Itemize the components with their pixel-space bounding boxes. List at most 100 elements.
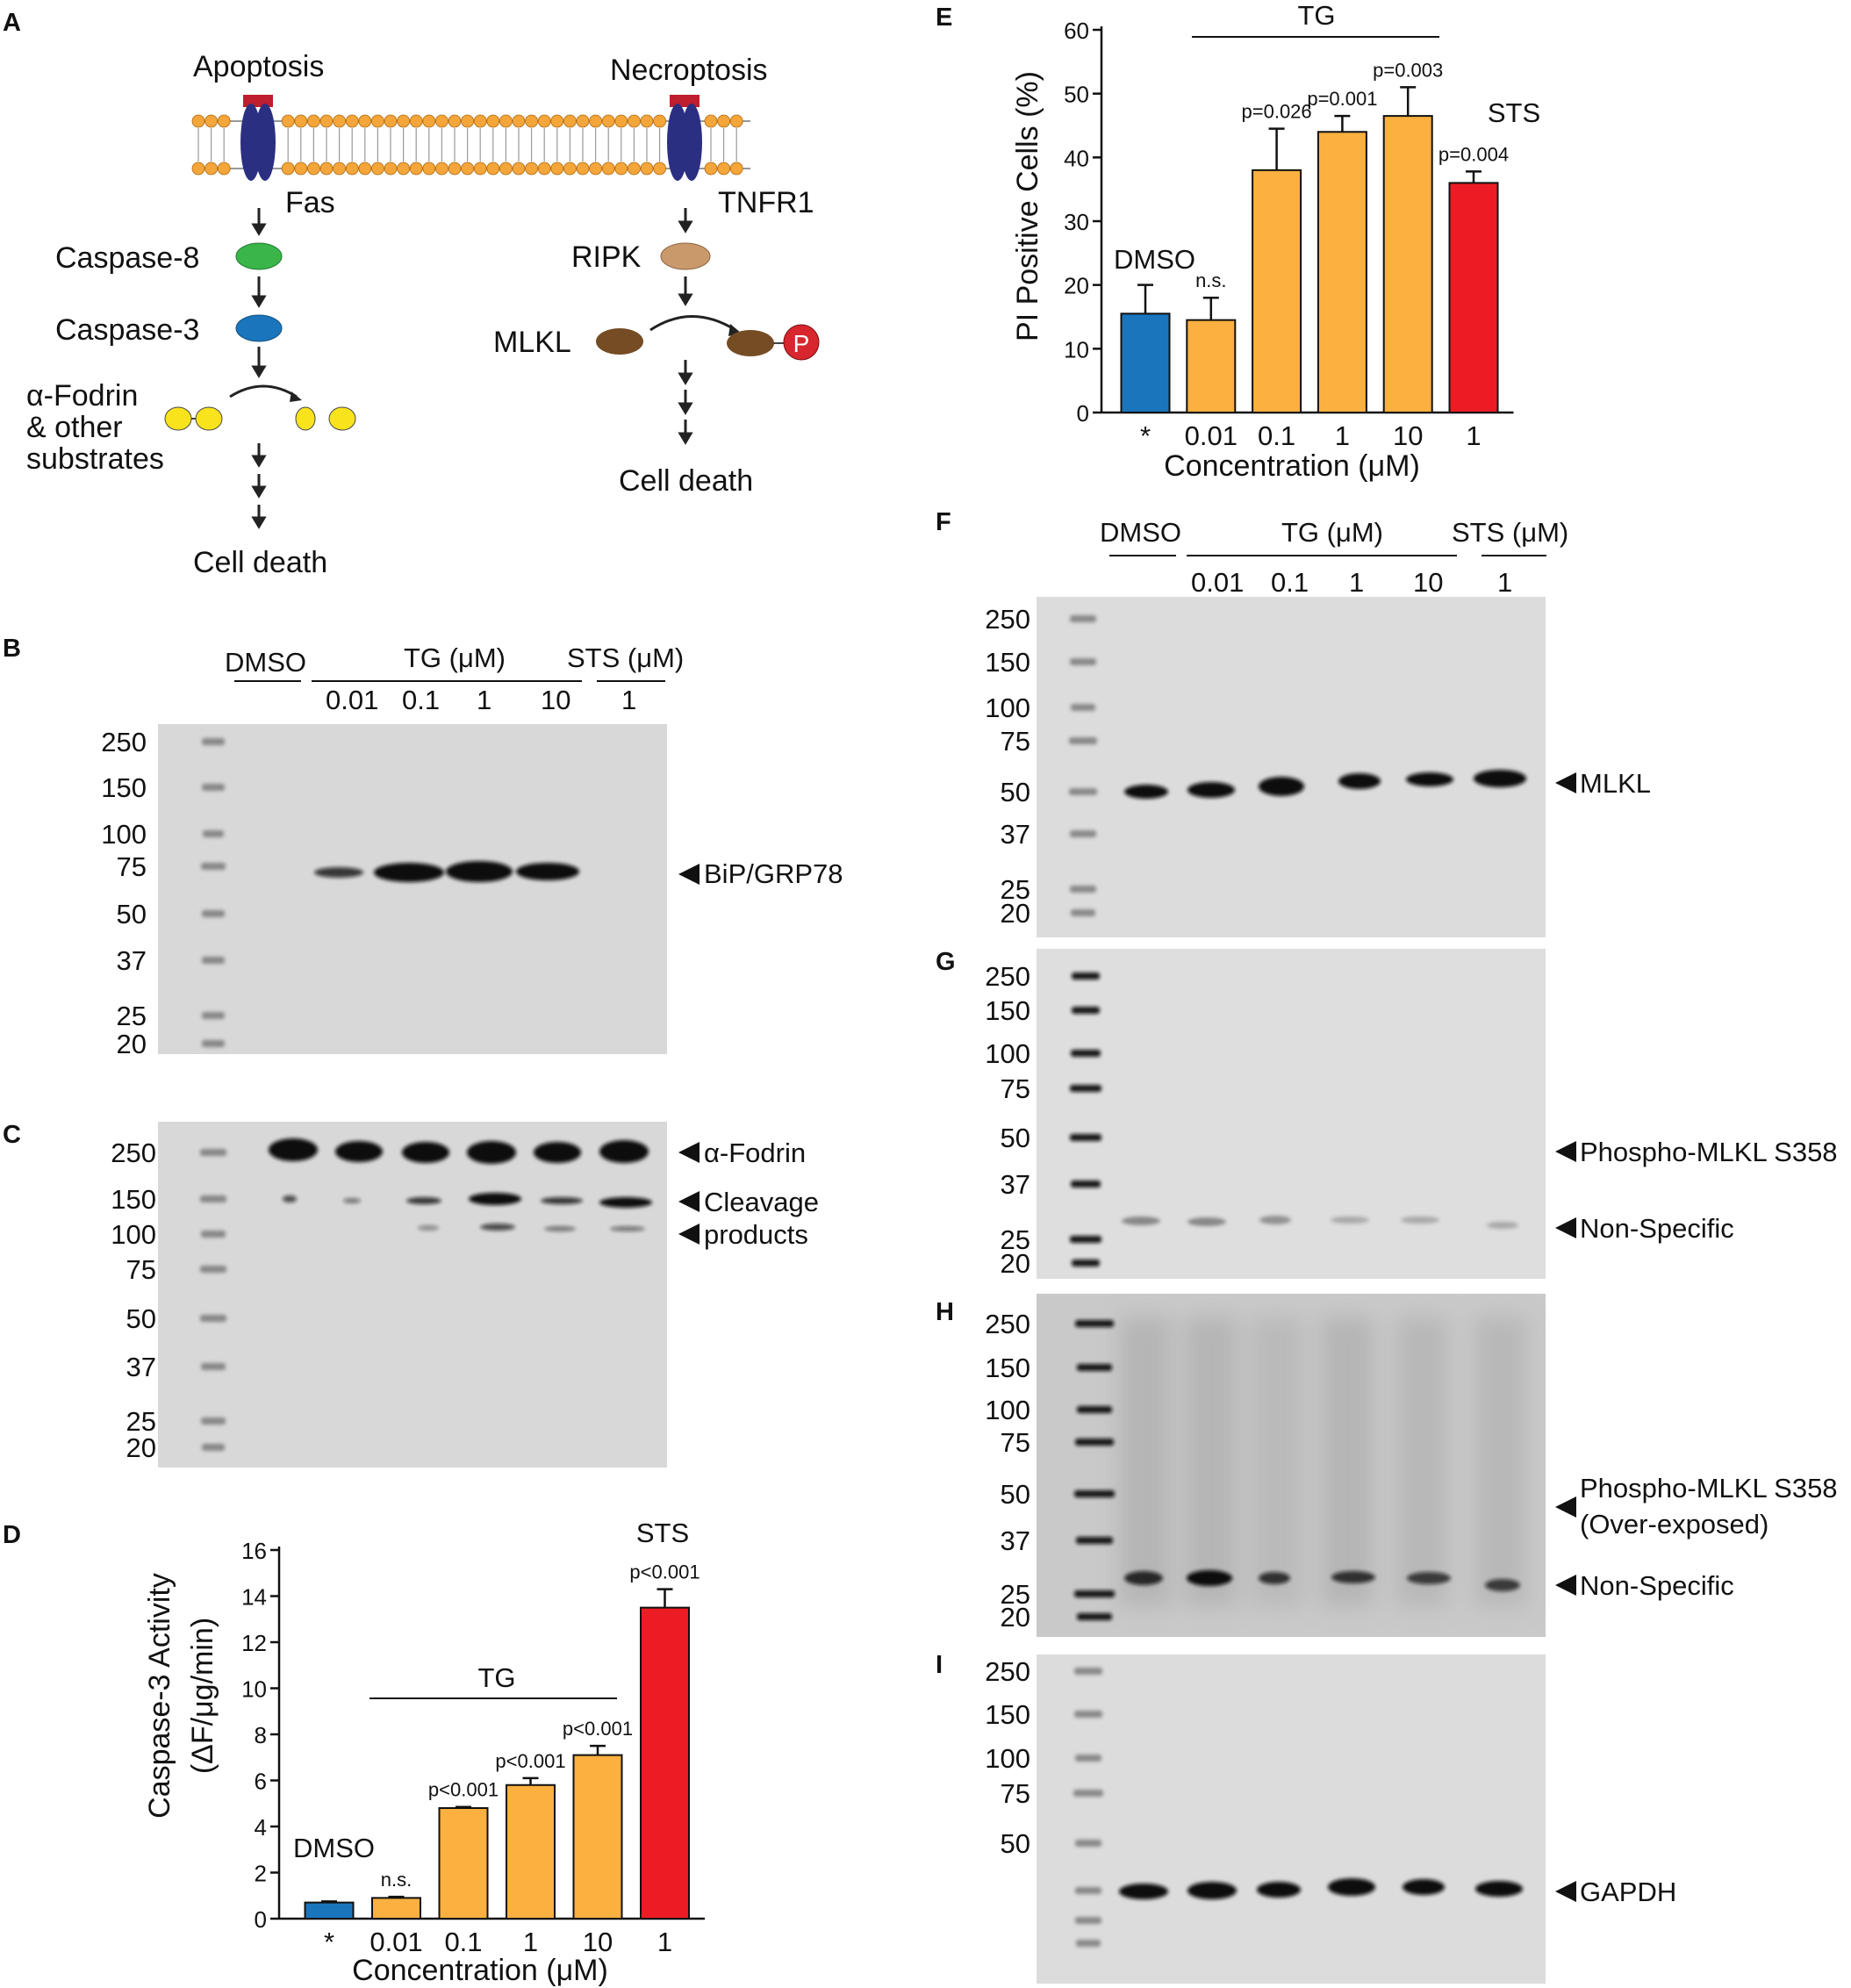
nonspec-h-label: Non-Specific [1580, 1570, 1734, 1601]
ladder-band [1069, 737, 1097, 744]
ladder-band [201, 1231, 226, 1238]
mw-marker-label: 100 [985, 1038, 1030, 1069]
necroptosis-label: Necroptosis [610, 54, 768, 87]
mw-marker-label: 150 [985, 1353, 1030, 1383]
chart-e-dmso-label: DMSO [1114, 244, 1195, 275]
y-tick-label: 40 [1064, 145, 1089, 171]
mw-marker-label: 75 [1001, 1778, 1030, 1809]
chart-d-ylabel-2: (ΔF/μg/min) [186, 1618, 219, 1774]
bar [1252, 169, 1302, 413]
significance-label: p<0.001 [563, 1718, 633, 1740]
x-tick-label: 1 [1335, 420, 1350, 451]
gapdh-arrowhead [1555, 1881, 1576, 1902]
mw-marker-label: 250 [985, 604, 1030, 635]
ladder-i [1073, 1668, 1103, 1947]
ladder-band [1075, 1917, 1101, 1924]
ladder-band [1070, 830, 1096, 837]
ladder-band [1072, 1260, 1100, 1267]
mw-marker-label: 100 [985, 1743, 1030, 1774]
ladder-band [1074, 1668, 1102, 1675]
dmso-header-f: DMSO [1100, 517, 1181, 548]
x-tick-label: 10 [1393, 420, 1423, 451]
ladder-band [1075, 1840, 1101, 1847]
mw-marker-label: 250 [985, 961, 1030, 992]
dose-0.01: 0.01 [326, 685, 378, 715]
panel-label-e: E [936, 4, 952, 32]
panel-label-i: I [936, 1651, 943, 1679]
y-tick-label: 0 [255, 1906, 267, 1933]
phospho-mlkl-shape: P [727, 324, 820, 361]
mw-marker-label: 37 [1001, 819, 1030, 850]
y-tick-label: 30 [1064, 209, 1089, 235]
fas-receptor [240, 95, 276, 181]
nonspec-g-arrowhead [1555, 1217, 1576, 1238]
mw-marker-label: 75 [1001, 726, 1030, 757]
mw-marker-label: 20 [1001, 898, 1030, 929]
ladder-band [1074, 1590, 1115, 1597]
y-tick-label: 0 [1077, 400, 1089, 427]
ladder-band [1075, 1755, 1101, 1762]
ladder-band [201, 1417, 226, 1425]
h-background-smear [1119, 1317, 1527, 1606]
mw-marker-label: 25 [1001, 874, 1030, 905]
mw-marker-label: 20 [117, 1029, 147, 1059]
x-tick-label: 0.1 [1258, 420, 1295, 451]
chart-d-ylabel-1: Caspase-3 Activity [143, 1573, 176, 1819]
mlkl-shape [596, 328, 643, 355]
ladder-band [202, 784, 225, 791]
panel-e: E 0 10 20 30 40 50 60 * 0.01 n.s. 0.1 p=0.026 1 p=0.0… [936, 0, 1540, 483]
mlkl-arrowhead [1555, 772, 1576, 793]
fodrin-shape [164, 406, 223, 431]
panel-label-f: F [936, 508, 951, 536]
apoptosis-label: Apoptosis [193, 50, 324, 83]
y-tick-label: 8 [255, 1722, 267, 1748]
panel-label-a: A [3, 9, 21, 37]
fodrin-label-2: & other [26, 411, 123, 444]
ladder-band [201, 863, 226, 870]
y-tick-label: 10 [241, 1676, 267, 1703]
mlkl-blot-label: MLKL [1580, 768, 1651, 799]
chart-e-ylabel: PI Positive Cells (%) [1011, 71, 1044, 341]
tnfr1-receptor [667, 95, 702, 181]
mw-marker-label: 250 [111, 1138, 156, 1168]
mw-marker-label: 150 [101, 772, 147, 803]
y-tick-label: 10 [1064, 336, 1089, 362]
bar [572, 1754, 623, 1920]
caspase-8-label: Caspase-8 [55, 241, 199, 275]
panel-b: B DMSO TG (μM) STS (μM) 0.01 0.1 1 10 1 … [3, 635, 843, 1059]
ladder-g [1070, 972, 1101, 1267]
ladder-h [1074, 1320, 1115, 1620]
ladder-band [1070, 886, 1096, 893]
ladder-band [1071, 704, 1095, 711]
mw-marker-label: 50 [117, 899, 147, 929]
x-tick-label: 0.01 [1185, 420, 1238, 451]
cleavage-arrowhead [678, 1191, 700, 1212]
mw-marker-label: 75 [126, 1254, 156, 1285]
tg-header: TG (μM) [404, 642, 506, 673]
mw-marker-label: 37 [1001, 1525, 1030, 1556]
caspase3-activity-chart: 0 2 4 6 8 10 12 14 16 * 0.01 n.s. 0.1 p<0.001 1 p<0.001… [241, 1538, 705, 1957]
mw-marker-label: 250 [985, 1656, 1030, 1687]
x-tick-label: 10 [583, 1927, 613, 1957]
cleavage-label: Cleavage [704, 1187, 819, 1217]
ladder-band [200, 1266, 226, 1273]
mw-markers-i: 250 150 100 75 50 [985, 1656, 1030, 1859]
mw-marker-label: 150 [111, 1184, 156, 1215]
y-tick-label: 12 [241, 1630, 267, 1656]
panel-label-b: B [3, 635, 21, 663]
mw-marker-label: 250 [985, 1309, 1030, 1339]
fodrin-label: α-Fodrin [704, 1138, 806, 1168]
mw-marker-label: 37 [1001, 1169, 1030, 1200]
y-tick-label: 50 [1064, 82, 1089, 108]
mw-marker-label: 50 [1001, 1479, 1030, 1510]
mw-marker-label: 100 [101, 819, 147, 850]
y-tick-label: 14 [241, 1584, 267, 1611]
pmlkl-over-label-1: Phospho-MLKL S358 [1580, 1473, 1838, 1504]
y-tick-label: 16 [241, 1538, 267, 1564]
ladder-band [202, 738, 225, 745]
cell-death-right-label: Cell death [619, 464, 753, 498]
